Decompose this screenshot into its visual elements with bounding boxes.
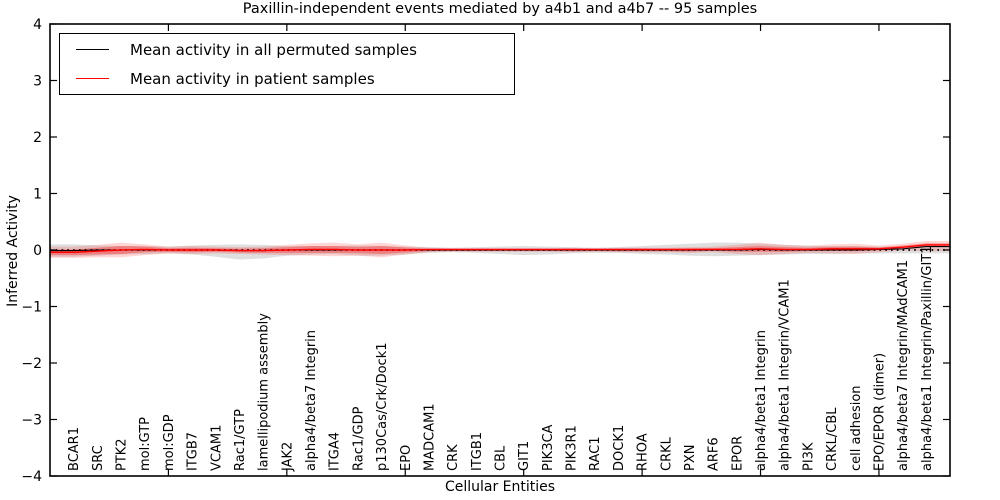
y-tick-label: 0: [33, 243, 42, 259]
legend-item-patient: Mean activity in patient samples: [60, 64, 514, 93]
x-tick-label: ITGB7: [186, 432, 201, 471]
y-tick-label: 4: [33, 17, 42, 33]
x-tick-label: CRK: [446, 444, 461, 471]
x-tick-label: SRC: [91, 445, 106, 471]
y-tick-label: −4: [21, 469, 42, 485]
legend: Mean activity in all permuted samples Me…: [59, 33, 515, 95]
y-tick-label: 1: [33, 187, 42, 203]
x-tick-label: alpha4/beta1 Integrin/Paxillin/GIT1: [920, 245, 935, 471]
legend-label-patient: Mean activity in patient samples: [130, 69, 375, 88]
x-tick-label: CBL: [494, 445, 509, 471]
x-axis-title: Cellular Entities: [444, 479, 556, 495]
x-tick-label: p130Cas/Crk/Dock1: [375, 342, 390, 471]
x-tick-label: alpha4/beta1 Integrin/VCAM1: [778, 279, 793, 471]
y-tick-label: −1: [21, 300, 42, 316]
y-tick-label: −3: [21, 413, 42, 429]
x-tick-label: mol:GDP: [162, 414, 177, 471]
x-tick-label: EPO: [399, 445, 414, 471]
legend-label-permuted: Mean activity in all permuted samples: [130, 40, 417, 59]
plot-border: [49, 23, 951, 477]
x-tick-label: PIK3R1: [565, 425, 580, 471]
series-line-patient: [50, 244, 950, 253]
y-tick-label: −2: [21, 356, 42, 372]
x-tick-label: ITGA4: [328, 432, 343, 471]
x-tick-label: EPOR: [730, 436, 745, 471]
chart-title: Paxillin-independent events mediated by …: [242, 1, 758, 17]
x-tick-label: alpha4/beta7 Integrin: [304, 330, 319, 471]
x-tick-label: mol:GTP: [138, 417, 153, 471]
permuted-line-swatch: [76, 49, 109, 50]
y-axis-title: Inferred Activity: [5, 195, 21, 307]
x-tick-label: DOCK1: [612, 425, 627, 471]
x-tick-label: cell adhesion: [849, 385, 864, 471]
patient-line-swatch: [76, 78, 109, 79]
y-tick-label: 3: [33, 74, 42, 90]
x-tick-label: RAC1: [588, 436, 603, 471]
x-tick-label: ITGB1: [470, 432, 485, 471]
y-tick-label: 2: [33, 130, 42, 146]
x-tick-label: alpha4/beta7 Integrin/MAdCAM1: [896, 260, 911, 471]
x-tick-label: PI3K: [801, 442, 816, 471]
permuted-range-band: [50, 242, 950, 260]
x-tick-label: EPO/EPOR (dimer): [872, 353, 887, 471]
x-tick-label: PTK2: [115, 438, 130, 471]
x-tick-label: VCAM1: [209, 425, 224, 471]
x-tick-label: CRKL/CBL: [825, 407, 840, 471]
x-tick-label: ARF6: [707, 437, 722, 471]
legend-item-permuted: Mean activity in all permuted samples: [60, 35, 514, 64]
x-tick-label: GIT1: [517, 441, 532, 471]
x-tick-label: Rac1/GTP: [233, 409, 248, 471]
x-tick-label: Rac1/GDP: [351, 406, 366, 471]
x-tick-label: PXN: [683, 445, 698, 471]
x-tick-label: PIK3CA: [541, 424, 556, 471]
x-tick-label: CRKL: [659, 436, 674, 471]
x-tick-label: MADCAM1: [422, 403, 437, 471]
x-tick-label: alpha4/beta1 Integrin: [754, 330, 769, 471]
x-tick-label: lamellipodium assembly: [257, 313, 272, 471]
x-tick-label: RHOA: [636, 433, 651, 471]
x-tick-label: JAK2: [280, 442, 295, 472]
x-tick-label: BCAR1: [67, 427, 82, 471]
